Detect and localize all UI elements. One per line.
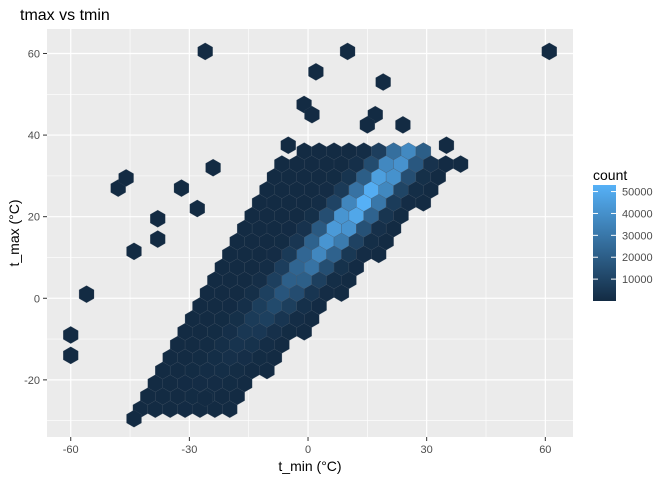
hexagon [118, 169, 134, 187]
x-axis-label: t_min (°C) [278, 458, 341, 474]
hexagon [173, 179, 190, 197]
x-tick-label: 30 [421, 444, 433, 456]
hexagon [541, 42, 557, 61]
y-axis-label: t_max (°C) [6, 199, 22, 266]
hexagon [189, 199, 205, 218]
y-tick-label: 0 [34, 293, 40, 305]
legend-ticks: 10000 20000 30000 40000 50000 [593, 187, 653, 286]
x-tick-label: 0 [305, 444, 311, 456]
hexagon [308, 63, 324, 81]
hexagon [280, 136, 296, 155]
x-tick-label: -60 [63, 444, 79, 456]
hexagon [395, 116, 411, 134]
legend: count 10000 20000 30000 40000 50000 [593, 167, 653, 301]
y-tick-label: 60 [28, 48, 40, 60]
hexagon-layer [63, 42, 557, 428]
hexagon [63, 346, 79, 365]
hexagon [126, 409, 142, 428]
hexagon [453, 155, 469, 173]
hexagon [126, 242, 142, 261]
legend-title: count [593, 167, 627, 183]
hexagon [375, 73, 391, 91]
legend-colorbar [593, 185, 616, 301]
hexagon [415, 142, 431, 160]
chart-title: tmax vs tmin [20, 7, 110, 24]
hexagon [150, 230, 166, 248]
y-axis: -20 0 20 40 60 [24, 48, 47, 387]
hexagon [438, 136, 455, 155]
hexagon [197, 42, 213, 61]
legend-tick-label: 50000 [622, 187, 653, 199]
hexagon [339, 42, 356, 61]
legend-tick-label: 30000 [622, 230, 653, 242]
x-tick-label: 60 [539, 444, 551, 456]
hexagon [63, 326, 79, 344]
y-tick-label: -20 [24, 375, 40, 387]
y-tick-label: 20 [28, 212, 40, 224]
legend-tick-label: 40000 [622, 208, 653, 220]
hexagon [205, 158, 221, 177]
x-tick-label: -30 [181, 444, 197, 456]
hexagon [359, 116, 375, 134]
hexagon [304, 105, 320, 124]
hexagon [78, 285, 95, 303]
y-tick-label: 40 [28, 130, 40, 142]
legend-tick-label: 10000 [622, 274, 653, 286]
hexagon [197, 389, 213, 407]
legend-tick-label: 20000 [622, 252, 653, 264]
x-axis: -60 -30 0 30 60 [63, 437, 551, 456]
hexagon [150, 209, 166, 228]
